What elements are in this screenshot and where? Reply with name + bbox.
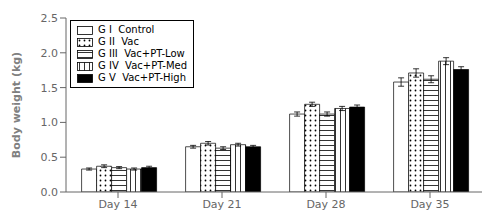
svg-text:0.0: 0.0 <box>41 186 59 199</box>
svg-text:Day 14: Day 14 <box>98 198 137 211</box>
html-text:G III Vac+PT-Low: G III Vac+PT-Low <box>98 48 185 59</box>
svg-text:1.5: 1.5 <box>41 82 59 95</box>
svg-text:Day 28: Day 28 <box>306 198 345 211</box>
svg-text:Day 21: Day 21 <box>202 198 241 211</box>
html-text:G IV Vac+PT-Med: G IV Vac+PT-Med <box>98 60 188 71</box>
svg-text:2.5: 2.5 <box>41 12 59 25</box>
html-text:G V Vac+PT-High: G V Vac+PT-High <box>98 72 186 83</box>
svg-text:Day 35: Day 35 <box>410 198 449 211</box>
svg-text:2.0: 2.0 <box>41 47 59 60</box>
html-text:G I Control: G I Control <box>98 24 155 35</box>
svg-text:1.0: 1.0 <box>41 116 59 129</box>
html-text:G II Vac: G II Vac <box>98 36 139 47</box>
svg-text:Body weight (kg): Body weight (kg) <box>10 52 23 158</box>
svg-text:0.5: 0.5 <box>41 151 59 164</box>
